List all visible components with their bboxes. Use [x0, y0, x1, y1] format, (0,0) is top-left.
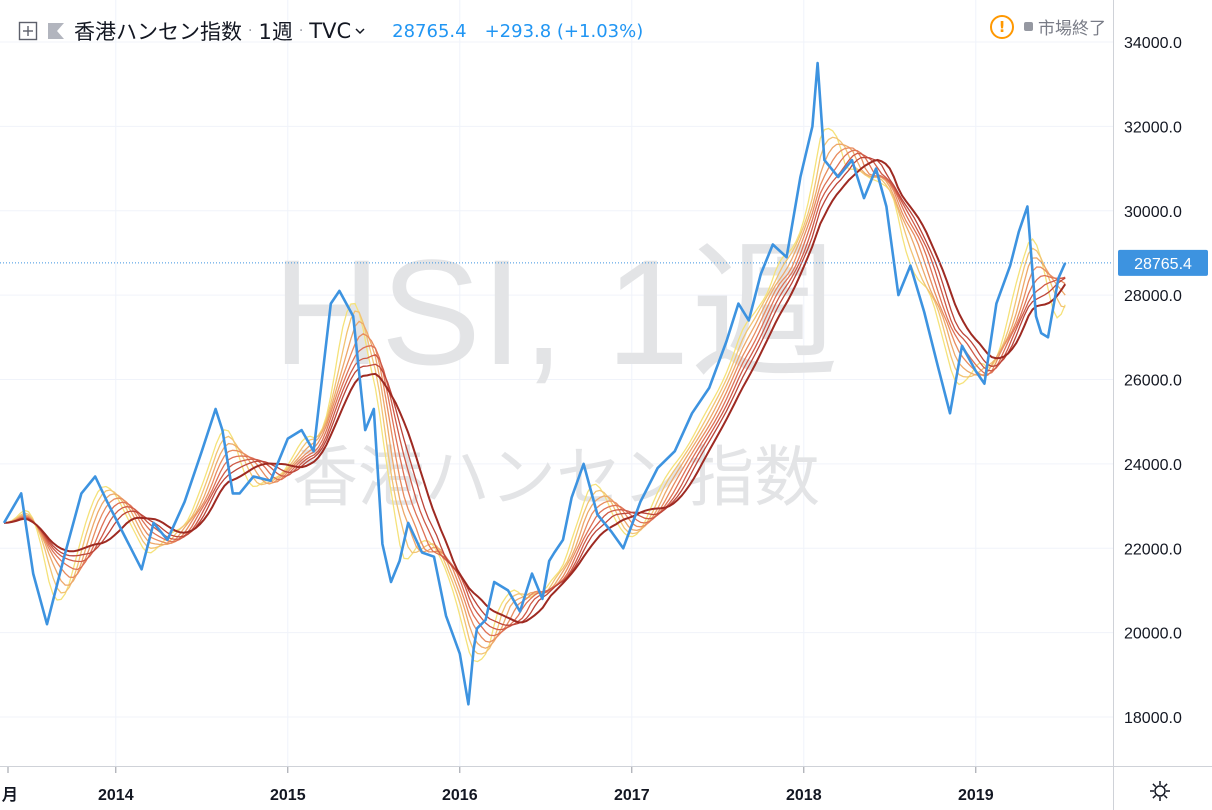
price-axis-label: 24000.0 [1124, 457, 1182, 474]
price-series [2, 61, 1067, 706]
ma-line [3, 156, 1066, 626]
time-axis-label: 2018 [786, 787, 822, 804]
separator-dot: · [248, 23, 253, 39]
market-status-label: 市場終了 [1038, 19, 1106, 39]
price-axis-label: 26000.0 [1124, 373, 1182, 390]
time-axis-label: 2016 [442, 787, 478, 804]
watermark-name: 香港ハンセン指数 [292, 439, 820, 516]
plus-square-icon[interactable] [18, 21, 38, 41]
symbol-name[interactable]: 香港ハンセン指数 [74, 20, 242, 44]
time-axis-label: 月 [1, 786, 18, 804]
flag-icon[interactable] [46, 21, 66, 41]
watermark: HSI, 1週 香港ハンセン指数 [273, 228, 840, 516]
ma-line [3, 152, 1066, 631]
gear-icon[interactable] [1148, 779, 1172, 803]
ma-line [3, 136, 1066, 655]
time-axis-label: 2014 [98, 787, 134, 804]
price-axis-label: 32000.0 [1124, 119, 1182, 136]
last-price: 28765.4 [392, 20, 467, 42]
ma-ribbon [3, 127, 1067, 663]
ma-line [3, 158, 1067, 624]
price-axis-label: 18000.0 [1124, 710, 1182, 727]
status-dot [1024, 22, 1033, 31]
market-status: ! 市場終了 [990, 14, 1106, 39]
price-change: +293.8 (+1.03%) [484, 20, 644, 42]
time-axis-label: 2015 [270, 787, 306, 804]
exclamation-circle-icon[interactable]: ! [990, 14, 1014, 39]
time-axis-label: 2019 [958, 787, 994, 804]
current-price-label: 28765.4 [1134, 256, 1192, 273]
price-axis: 34000.0 32000.0 30000.0 28000.0 26000.0 24000… [1124, 35, 1182, 727]
price-axis-label: 22000.0 [1124, 541, 1182, 558]
time-axis: 月 2014 2015 2016 2017 2018 2019 [1, 767, 994, 804]
chevron-down-icon[interactable] [354, 25, 366, 37]
separator-dot: · [298, 23, 304, 39]
time-axis-label: 2017 [614, 787, 650, 804]
chart-grid [0, 0, 1113, 766]
interval-label[interactable]: 1週 [258, 20, 293, 44]
price-axis-label: 34000.0 [1124, 35, 1182, 52]
price-axis-label: 20000.0 [1124, 626, 1182, 643]
current-price-tag: 28765.4 [1118, 249, 1208, 276]
price-axis-label: 28000.0 [1124, 288, 1182, 305]
price-line [2, 61, 1067, 706]
price-axis-label: 30000.0 [1124, 204, 1182, 221]
chart-legend: 香港ハンセン指数 · 1週 · TVC 28765.4 +293.8 (+1.0… [18, 16, 643, 46]
source-label[interactable]: TVC [309, 19, 352, 43]
